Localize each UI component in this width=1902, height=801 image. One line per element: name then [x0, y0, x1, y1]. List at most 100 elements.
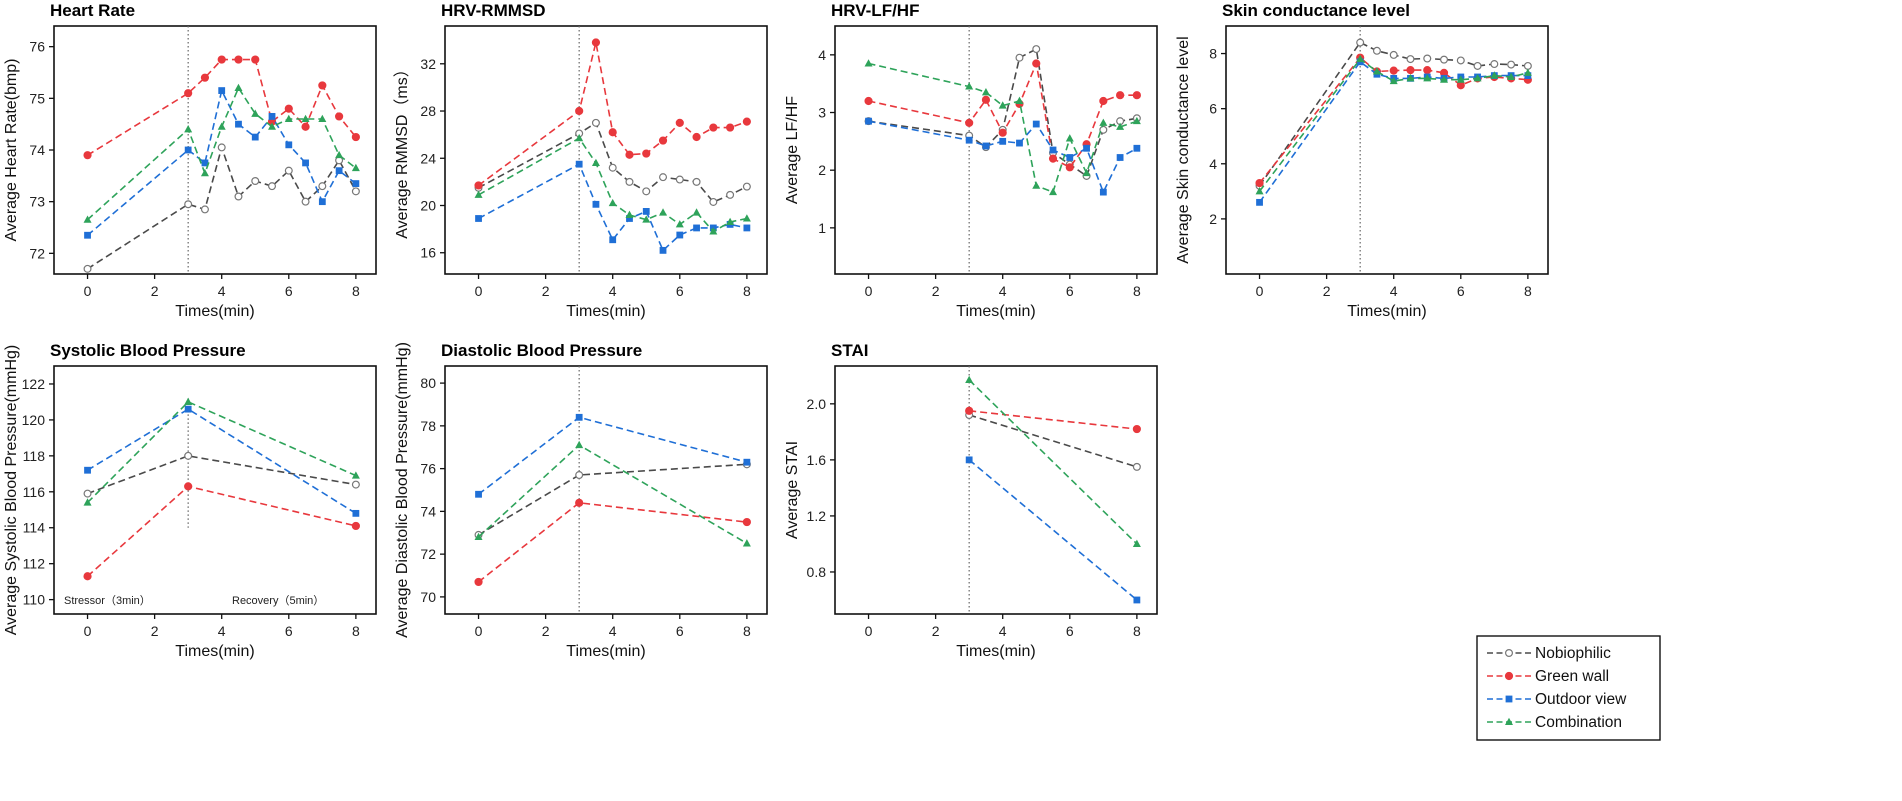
data-point [318, 81, 327, 90]
x-tick-label: 2 [151, 283, 159, 299]
data-point [675, 118, 684, 127]
data-point [743, 224, 751, 232]
data-point [1473, 61, 1482, 70]
series-green-wall [864, 59, 1141, 172]
data-point [1032, 120, 1040, 128]
data-point [235, 120, 242, 128]
series-combination [474, 133, 751, 235]
data-point [83, 572, 92, 581]
y-tick-label: 72 [29, 245, 45, 261]
series-combination [1255, 54, 1532, 195]
series-nobiophilic [474, 118, 751, 206]
data-point [1099, 96, 1108, 106]
series-combination [83, 397, 360, 506]
chart-title: STAI [831, 341, 868, 360]
y-tick-label: 112 [23, 556, 46, 572]
x-tick-label: 4 [609, 283, 617, 299]
y-tick-label: 24 [420, 150, 436, 166]
data-point [284, 166, 293, 175]
data-point [965, 406, 974, 415]
data-point [301, 122, 310, 131]
x-tick-label: 2 [151, 623, 159, 639]
data-point [1440, 55, 1449, 64]
data-point [591, 158, 600, 166]
series-line [86, 86, 357, 221]
data-point [184, 200, 193, 209]
data-point [642, 187, 651, 196]
data-point [251, 109, 260, 117]
legend-item: Combination [1487, 714, 1622, 731]
x-tick-label: 8 [352, 623, 360, 639]
data-point [1132, 424, 1141, 434]
data-point [1116, 154, 1124, 161]
y-axis-label: Average LF/HF [784, 96, 801, 204]
x-tick-label: 4 [1390, 283, 1398, 299]
data-point [676, 231, 684, 239]
data-point [965, 375, 974, 384]
data-point [1456, 75, 1465, 83]
data-point [1255, 187, 1264, 195]
data-point [184, 146, 192, 154]
data-point [675, 220, 684, 228]
series-line [87, 144, 357, 270]
series-line [86, 400, 357, 504]
data-point [965, 456, 973, 464]
data-point [981, 88, 990, 96]
y-tick-label: 72 [420, 546, 436, 562]
y-tick-label: 6 [1209, 101, 1217, 117]
data-point [591, 118, 600, 127]
x-tick-label: 0 [84, 283, 92, 299]
y-tick-label: 0.8 [807, 564, 827, 580]
x-axis-label: Times(min) [175, 303, 254, 320]
data-point [474, 577, 483, 587]
data-point [592, 200, 600, 208]
x-tick-label: 6 [285, 623, 293, 639]
y-tick-label: 75 [29, 90, 45, 106]
series-line [868, 62, 1138, 194]
data-point [351, 187, 360, 196]
series-nobiophilic [83, 143, 360, 273]
x-tick-label: 0 [475, 283, 483, 299]
data-point [352, 509, 360, 517]
series-green-wall [1255, 53, 1532, 188]
data-point [1423, 54, 1432, 63]
y-tick-label: 74 [29, 142, 45, 158]
stressor-annotation: Stressor（3min） [64, 594, 151, 607]
x-tick-label: 0 [865, 623, 873, 639]
y-tick-label: 116 [23, 484, 46, 500]
series-line [968, 459, 1138, 601]
data-point [575, 133, 584, 142]
data-point [83, 498, 92, 506]
data-point [318, 182, 327, 191]
series-outdoor-view [475, 160, 751, 254]
data-point [284, 114, 293, 122]
data-point [608, 128, 617, 137]
data-point [692, 208, 701, 216]
data-point [1389, 50, 1398, 59]
x-tick-label: 8 [1524, 283, 1532, 299]
series-line [478, 501, 747, 583]
data-point [318, 114, 327, 122]
data-point [1132, 539, 1141, 547]
data-point [999, 137, 1007, 145]
y-axis-label: Average Diastolic Blood Pressure(mmHg) [394, 342, 411, 638]
data-point [1507, 72, 1516, 80]
data-point [742, 539, 751, 547]
data-point [351, 132, 360, 142]
x-tick-label: 0 [84, 623, 92, 639]
data-point [1066, 154, 1074, 161]
data-point [335, 167, 343, 175]
data-point [84, 231, 91, 239]
y-tick-label: 28 [420, 103, 436, 119]
x-tick-label: 0 [865, 283, 873, 299]
series-combination [83, 83, 360, 223]
y-tick-label: 118 [23, 448, 46, 464]
plot-frame [834, 365, 1158, 615]
data-point [625, 177, 634, 186]
data-point [659, 173, 668, 182]
series-line [1258, 41, 1528, 187]
data-point [184, 451, 193, 460]
x-axis-label: Times(min) [175, 643, 254, 660]
